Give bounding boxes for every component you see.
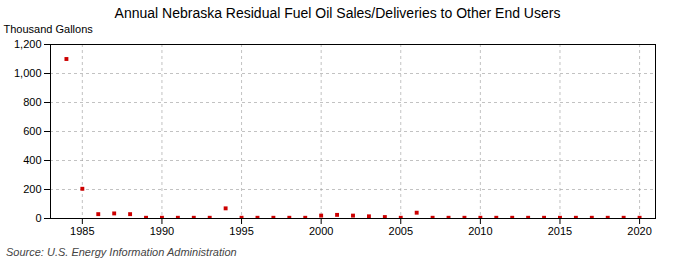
svg-text:1,000: 1,000 xyxy=(14,67,42,79)
svg-text:600: 600 xyxy=(23,125,41,137)
svg-text:800: 800 xyxy=(23,96,41,108)
svg-text:200: 200 xyxy=(23,183,41,195)
svg-text:1,200: 1,200 xyxy=(14,38,42,50)
html-text:Annual Nebraska Residual Fuel: Annual Nebraska Residual Fuel Oil Sales/… xyxy=(114,5,561,21)
svg-text:1990: 1990 xyxy=(150,225,174,237)
svg-text:2015: 2015 xyxy=(548,225,572,237)
svg-text:1985: 1985 xyxy=(70,225,94,237)
html-text:Source: U.S. Energy Informatio: Source: U.S. Energy Information Administ… xyxy=(6,246,237,258)
svg-text:400: 400 xyxy=(23,154,41,166)
svg-text:1995: 1995 xyxy=(229,225,253,237)
svg-text:2020: 2020 xyxy=(627,225,651,237)
svg-text:2000: 2000 xyxy=(309,225,333,237)
svg-text:Thousand Gallons: Thousand Gallons xyxy=(4,23,94,35)
svg-text:0: 0 xyxy=(35,212,41,224)
svg-text:2010: 2010 xyxy=(468,225,492,237)
svg-text:2005: 2005 xyxy=(389,225,413,237)
